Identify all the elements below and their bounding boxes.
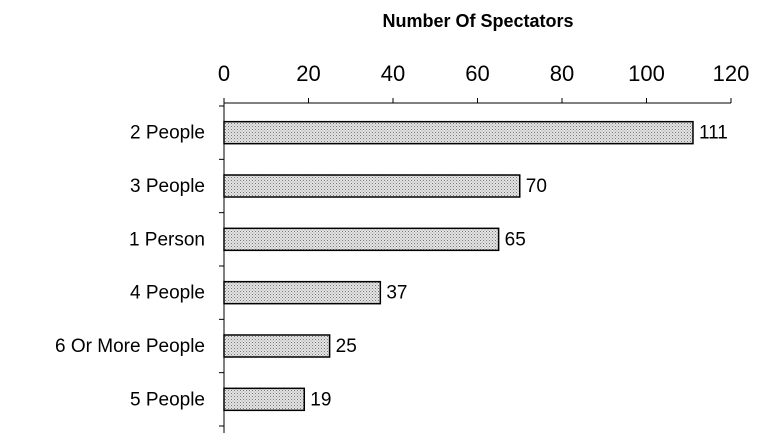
value-label: 37 (386, 283, 407, 304)
chart-title: Number Of Spectators (382, 11, 573, 31)
bar (223, 334, 331, 358)
y-tick-label: 5 People (130, 389, 205, 410)
x-tick-label: 60 (465, 61, 489, 86)
x-tick-label: 40 (381, 61, 405, 86)
x-tick-label: 80 (550, 61, 574, 86)
value-label: 19 (310, 389, 331, 410)
x-tick-label: 0 (218, 61, 230, 86)
y-tick-label: 4 People (130, 283, 205, 304)
value-label: 25 (336, 336, 357, 357)
bar (223, 387, 306, 412)
bar (223, 120, 694, 145)
value-label: 65 (505, 229, 526, 250)
x-tick-label: 20 (296, 61, 320, 86)
x-tick-label: 100 (628, 61, 665, 86)
value-label: 70 (526, 176, 547, 197)
y-tick-label: 6 Or More People (55, 336, 205, 357)
value-label: 111 (699, 123, 728, 144)
y-tick-label: 3 People (130, 176, 205, 197)
y-tick-label: 2 People (130, 123, 205, 144)
bar (223, 174, 521, 198)
x-tick-label: 120 (713, 61, 750, 86)
bar (223, 227, 500, 252)
bar (223, 280, 382, 305)
y-tick-label: 1 Person (129, 229, 205, 250)
